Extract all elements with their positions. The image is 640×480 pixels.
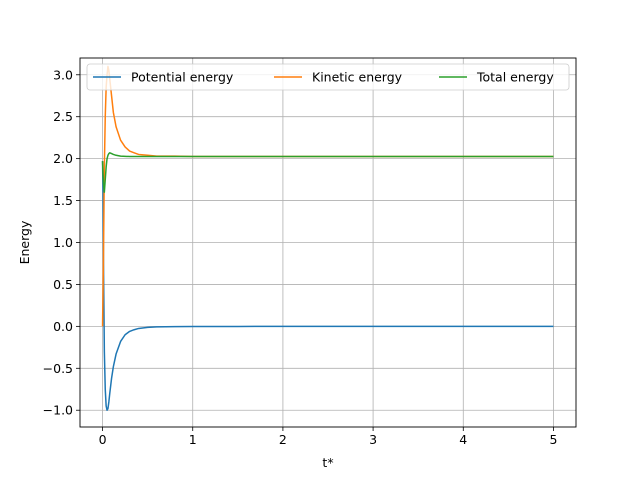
x-tick-label: 0 bbox=[99, 432, 107, 447]
x-tick-label: 3 bbox=[369, 432, 377, 447]
x-tick-label: 5 bbox=[549, 432, 557, 447]
legend-box bbox=[86, 63, 570, 91]
y-tick-label: 2.0 bbox=[53, 151, 73, 166]
series-line-1 bbox=[101, 161, 554, 411]
y-tick-label: 0.0 bbox=[53, 319, 73, 334]
y-tick-label: −1.0 bbox=[43, 403, 73, 418]
series-line-3 bbox=[101, 152, 554, 193]
legend-label-2: Kinetic energy bbox=[312, 70, 403, 85]
y-tick-label: 1.0 bbox=[53, 235, 73, 250]
legend: Potential energy Kinetic energy Total ener… bbox=[86, 63, 570, 91]
y-tick-label: 1.5 bbox=[53, 193, 73, 208]
x-axis-label: t* bbox=[322, 455, 333, 470]
x-tick-label: 1 bbox=[189, 432, 197, 447]
y-tick-label: 3.0 bbox=[53, 67, 73, 82]
legend-label-1: Potential energy bbox=[131, 70, 234, 85]
y-tick-label: 2.5 bbox=[53, 109, 73, 124]
legend-label-3: Total energy bbox=[476, 70, 554, 85]
axis-ticks: 0 1 2 3 4 5 −1.0 −0.5 0.0 0.5 1.0 1.5 2.0 2.5 3.0 bbox=[43, 67, 558, 447]
y-tick-label: 0.5 bbox=[53, 277, 73, 292]
y-axis-label: Energy bbox=[17, 220, 32, 264]
x-tick-label: 2 bbox=[279, 432, 287, 447]
y-tick-label: −0.5 bbox=[43, 361, 73, 376]
x-tick-label: 4 bbox=[459, 432, 467, 447]
